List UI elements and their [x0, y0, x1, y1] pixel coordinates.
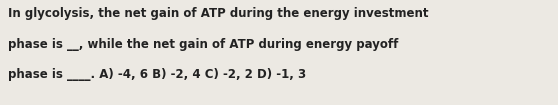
Text: In glycolysis, the net gain of ATP during the energy investment: In glycolysis, the net gain of ATP durin… — [8, 7, 429, 20]
Text: phase is __, while the net gain of ATP during energy payoff: phase is __, while the net gain of ATP d… — [8, 38, 399, 51]
Text: phase is ____. A) -4, 6 B) -2, 4 C) -2, 2 D) -1, 3: phase is ____. A) -4, 6 B) -2, 4 C) -2, … — [8, 68, 306, 81]
